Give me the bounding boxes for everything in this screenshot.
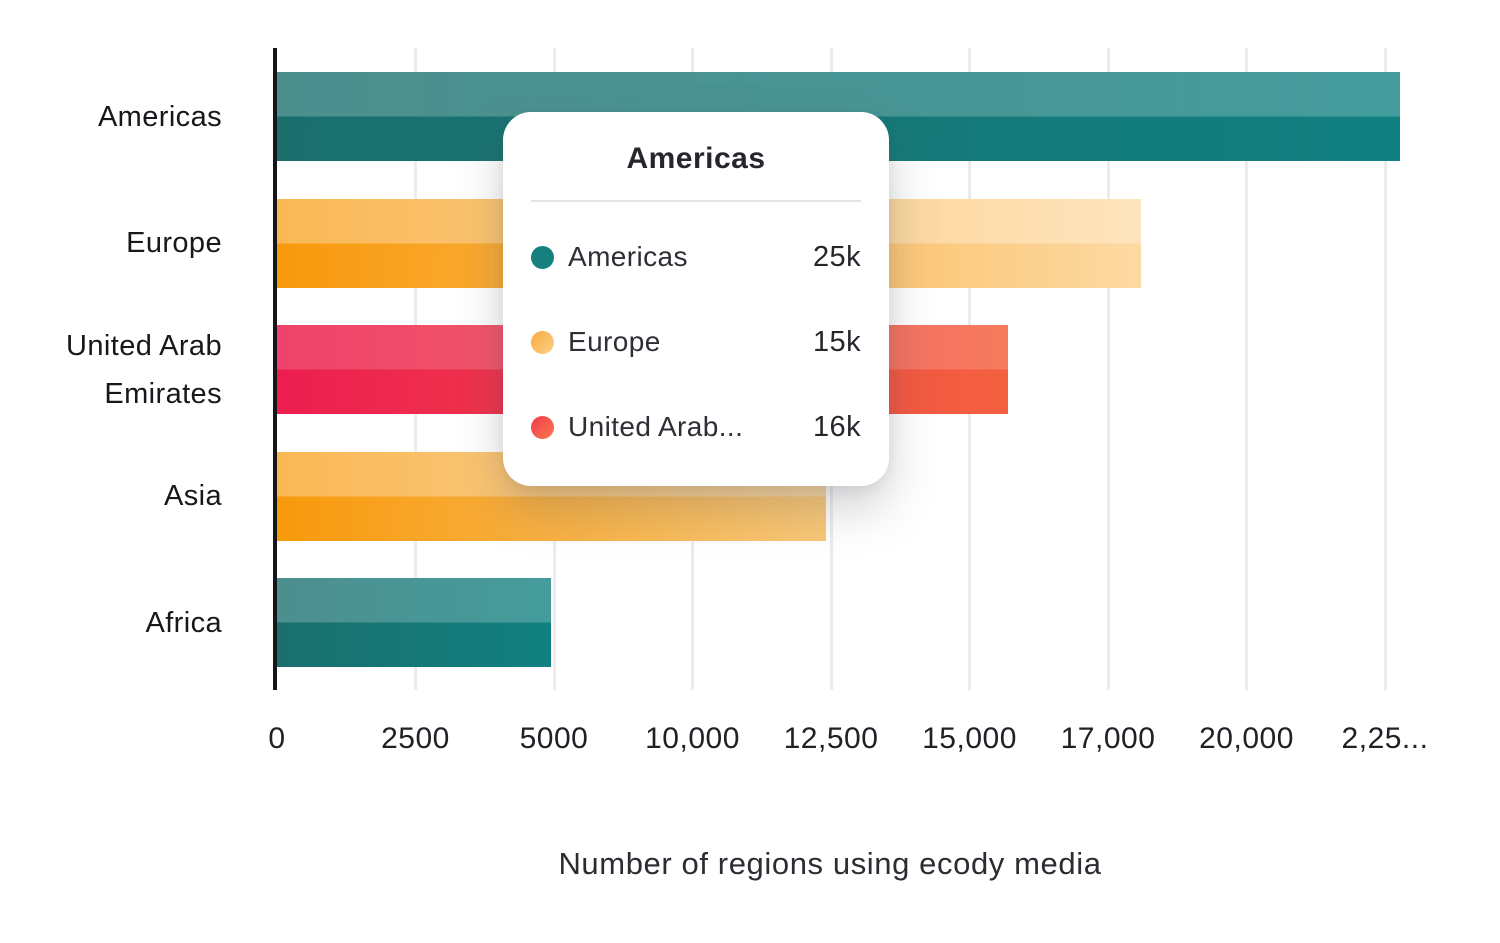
series-dot-united-arab-emirates-icon <box>531 415 554 439</box>
x-tick-label: 10,000 <box>645 722 740 755</box>
x-tick-label: 0 <box>268 722 286 755</box>
y-label-united-arab-emirates: United Arab Emirates <box>66 329 222 410</box>
tooltip-series-label: Americas <box>568 241 688 272</box>
gridline <box>1245 48 1248 690</box>
y-label-asia: Asia <box>163 479 222 512</box>
chart-caption: Number of regions using ecody media <box>558 846 1102 881</box>
y-label-africa: Africa <box>145 606 222 639</box>
tooltip-row: Americas 25k <box>531 227 861 287</box>
tooltip-row: Europe 15k <box>531 312 861 372</box>
chart-tooltip: Americas Americas 25k Europe 15k United … <box>503 112 889 486</box>
x-tick-label: 20,000 <box>1199 722 1294 755</box>
x-tick-label: 2500 <box>381 722 450 755</box>
x-tick-label: 15,000 <box>922 722 1017 755</box>
tooltip-title: Americas <box>626 142 766 175</box>
x-tick-label: 5000 <box>519 722 589 755</box>
tooltip-series-value: 16k <box>813 410 861 443</box>
y-label-europe: Europe <box>126 226 222 259</box>
tooltip-row: United Arab... 16k <box>531 397 861 457</box>
series-dot-americas-icon <box>531 245 554 269</box>
x-tick-label: 2,25... <box>1341 722 1429 755</box>
y-label-americas: Americas <box>97 100 222 133</box>
tooltip-series-label: Europe <box>568 326 661 357</box>
gridline <box>1383 48 1387 690</box>
tooltip-series-label: United Arab... <box>568 411 744 442</box>
y-axis-line <box>273 48 277 690</box>
tooltip-series-value: 25k <box>813 240 861 273</box>
x-tick-label: 12,500 <box>783 722 879 755</box>
x-tick-label: 17,000 <box>1060 722 1156 755</box>
series-dot-europe-icon <box>531 330 554 354</box>
tooltip-series-value: 15k <box>813 325 861 358</box>
tooltip-divider <box>531 200 861 202</box>
bar-africa[interactable] <box>277 578 552 667</box>
gridline <box>1106 48 1110 690</box>
